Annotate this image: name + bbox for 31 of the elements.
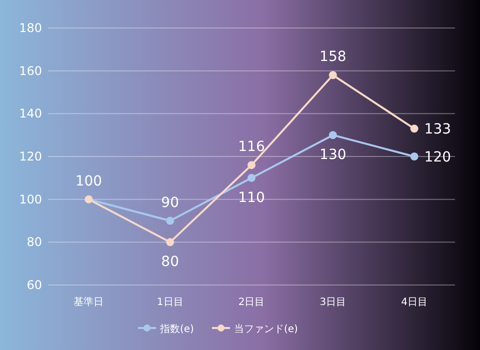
y-tick-label: 180 xyxy=(19,21,42,35)
point xyxy=(410,124,418,133)
y-tick-label: 140 xyxy=(19,106,42,121)
y-tick-label: 60 xyxy=(26,278,42,292)
data-label: 116 xyxy=(238,139,265,156)
point xyxy=(248,161,256,170)
legend-label: 指数(e) xyxy=(159,323,194,335)
data-label: 120 xyxy=(424,150,452,166)
x-tick-label: 基準日 xyxy=(74,296,104,308)
data-label: 133 xyxy=(424,122,452,138)
y-tick-label: 160 xyxy=(19,64,42,78)
y-tick-label: 120 xyxy=(19,150,42,164)
x-tick-label: 3日目 xyxy=(320,297,346,308)
data-label: 130 xyxy=(320,147,346,164)
data-label: 100 xyxy=(75,173,102,190)
x-tick-label: 4日目 xyxy=(401,297,428,308)
point xyxy=(410,152,418,160)
data-label: 90 xyxy=(161,194,180,211)
y-tick-label: 80 xyxy=(26,235,42,250)
point xyxy=(166,238,174,246)
x-tick-label: 1日目 xyxy=(156,297,184,308)
data-label: 110 xyxy=(238,190,265,206)
x-tick-label: 2日目 xyxy=(238,297,265,308)
y-tick-label: 100 xyxy=(19,192,42,206)
point xyxy=(328,71,337,80)
legend-label: 当ファンド(e) xyxy=(234,323,298,335)
point xyxy=(328,131,337,140)
point xyxy=(166,216,174,225)
data-label: 158 xyxy=(320,49,346,66)
point xyxy=(248,174,256,182)
data-label: 80 xyxy=(161,254,180,270)
